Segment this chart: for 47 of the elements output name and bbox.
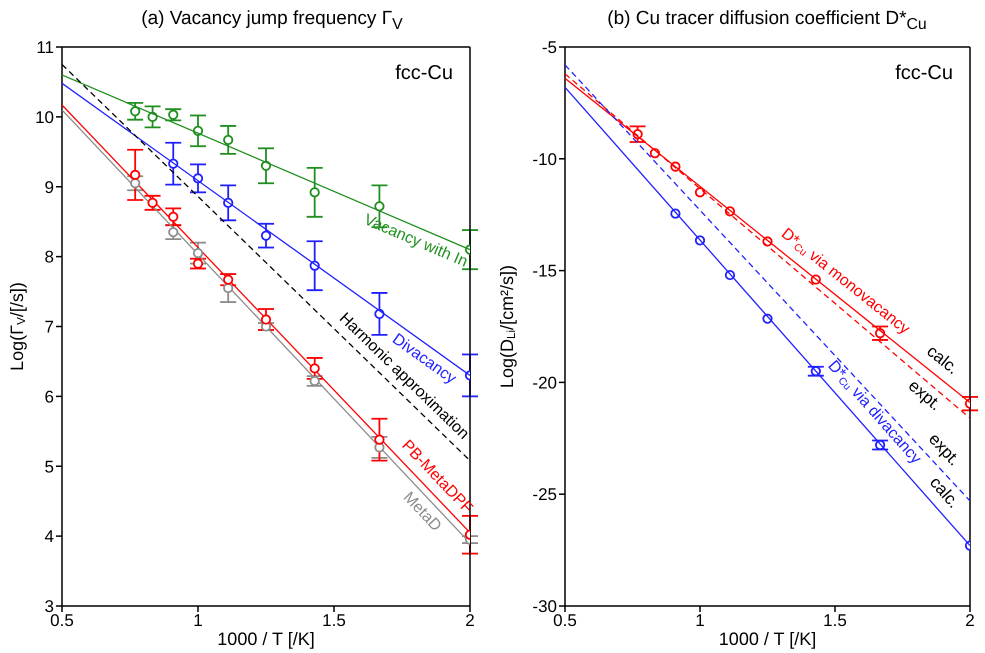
point	[310, 187, 320, 198]
point	[130, 106, 140, 116]
y-tick-label: -5	[542, 38, 557, 58]
x-tick-label: 0.5	[50, 611, 74, 630]
y-tick-label: -15	[532, 262, 557, 281]
x-tick-label: 1	[193, 611, 203, 630]
x-tick-label: 0.5	[553, 611, 577, 630]
y-tick-label: -25	[532, 485, 557, 504]
chart-title: (a) Vacancy jump frequency Γ$_{V}$	[140, 8, 404, 35]
point	[168, 212, 178, 222]
point	[310, 363, 320, 374]
point	[147, 198, 158, 208]
point	[310, 376, 320, 386]
annotation: fcc-Cu	[895, 62, 953, 85]
y-tick-label: -20	[532, 373, 557, 392]
point	[223, 282, 234, 294]
point	[223, 134, 234, 146]
point	[130, 178, 140, 188]
y-tick-label: -10	[532, 150, 557, 169]
y-tick-label: 5	[44, 457, 54, 476]
point	[130, 170, 140, 180]
annotation: calc.	[922, 342, 962, 378]
x-tick-label: 1.5	[322, 611, 346, 630]
x-axis-title: 1000 / T [/K]	[217, 628, 315, 649]
x-axis-title: 1000 / T [/K]	[718, 628, 816, 649]
x-tick-label: 2	[465, 611, 475, 630]
annotation: fcc-Cu	[395, 62, 453, 85]
point	[260, 314, 272, 325]
y-tick-label: 11	[36, 38, 54, 58]
point	[374, 201, 385, 212]
point	[374, 434, 385, 445]
point	[192, 258, 204, 269]
y-tick-label: 9	[44, 178, 54, 197]
x-tick-label: 2	[965, 611, 975, 630]
point	[260, 230, 272, 241]
y-tick-label: 8	[44, 248, 54, 267]
y-tick-label: 7	[44, 318, 54, 337]
y-tick-label: 6	[44, 387, 54, 406]
y-tick-label: 4	[44, 527, 54, 546]
point	[192, 248, 204, 258]
chart-title: (b) Cu tracer diffusion coefficient D*$_{Cu}$	[606, 8, 928, 35]
x-tick-label: 1.5	[823, 611, 847, 630]
point	[168, 227, 178, 238]
x-tick-label: 1	[695, 611, 705, 630]
y-tick-label: 10	[35, 108, 54, 127]
point	[223, 274, 234, 285]
point	[168, 110, 178, 120]
